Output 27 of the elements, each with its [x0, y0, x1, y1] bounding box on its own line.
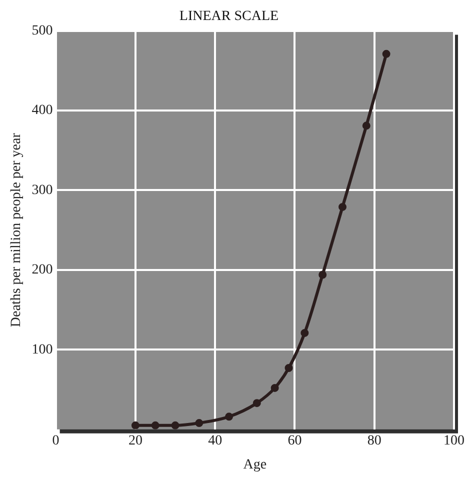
x-tick-label: 60 — [288, 433, 302, 448]
x-tick-label: 40 — [208, 433, 222, 448]
point — [338, 202, 347, 211]
point — [270, 384, 279, 392]
y-axis-title: Deaths per million people per year — [9, 132, 24, 328]
point — [382, 50, 390, 58]
y-tick-label: 300 — [32, 182, 53, 198]
point — [151, 421, 160, 430]
x-axis-title: Age — [243, 457, 267, 472]
point — [318, 270, 327, 279]
point — [362, 122, 370, 130]
chart-title: LINEAR SCALE — [179, 9, 279, 24]
point — [252, 399, 261, 408]
x-tick-label: 100 — [444, 433, 464, 448]
x-tick-label: 80 — [367, 433, 382, 448]
point — [171, 421, 180, 430]
y-tick-label: 100 — [32, 342, 53, 358]
point — [131, 421, 140, 430]
y-tick-label: 200 — [32, 262, 53, 278]
x-tick-label: 20 — [128, 433, 142, 448]
y-tick-label: 400 — [32, 103, 53, 118]
point — [284, 364, 293, 372]
point — [195, 419, 204, 428]
y-tick-label: 500 — [32, 23, 53, 38]
x-tick-label: 0 — [52, 433, 60, 448]
point — [300, 328, 309, 337]
point — [225, 412, 234, 421]
